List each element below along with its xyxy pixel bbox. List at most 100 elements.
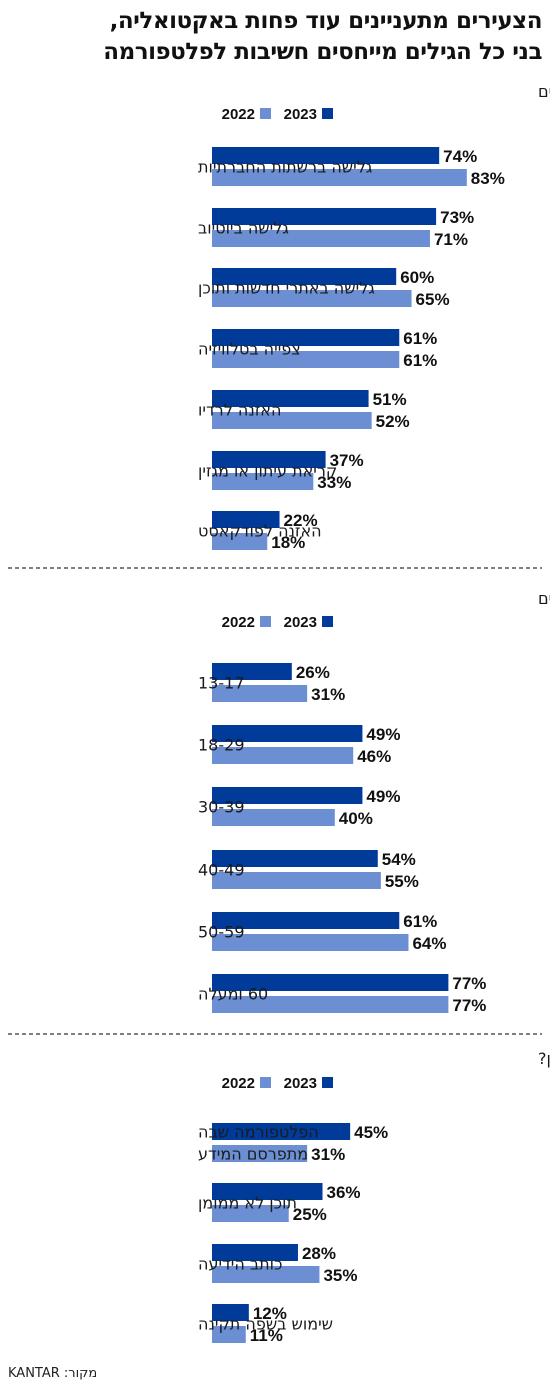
bar-2023	[212, 329, 400, 346]
category-label: כותב הידיעה	[198, 1255, 282, 1274]
data-label-2022: 31%	[311, 1145, 345, 1164]
data-label-2022: 11%	[250, 1326, 283, 1345]
data-label-2023: 77%	[452, 974, 486, 993]
chart-3-subtitle: מה הופך תוכן לאמין?	[538, 1049, 550, 1068]
category-label: הפלטפורמה שבה	[198, 1123, 319, 1142]
data-label-2023: 54%	[382, 850, 416, 869]
bar-2022	[212, 747, 354, 764]
data-label-2023: 73%	[440, 208, 474, 227]
bar-2022	[212, 1266, 320, 1283]
data-label-2022: 33%	[317, 473, 351, 492]
bar-2022	[212, 412, 372, 429]
data-label-2023: 51%	[373, 390, 407, 409]
legend-label-2022: 2022	[222, 1075, 255, 1092]
category-label: האזנה לפודקאסט	[198, 522, 322, 541]
data-label-2023: 26%	[296, 663, 330, 682]
data-label-2022: 71%	[434, 230, 468, 249]
data-label-2023: 37%	[330, 451, 364, 470]
bar-2023	[212, 663, 292, 680]
bar-2022	[212, 872, 381, 889]
legend-swatch-2022	[260, 108, 271, 119]
category-label: 13-17	[198, 674, 245, 693]
data-label-2023: 22%	[284, 511, 318, 530]
bar-2023	[212, 725, 363, 742]
category-label: 50-59	[198, 923, 245, 942]
bar-2022	[212, 809, 335, 826]
data-label-2022: 52%	[376, 412, 410, 431]
category-label: גלישה באתרי חדשות ותוכן	[198, 279, 375, 298]
data-label-2023: 60%	[400, 268, 434, 287]
legend-swatch-2022	[260, 1077, 271, 1088]
data-label-2023: 61%	[403, 329, 437, 348]
bar-2023	[212, 1183, 323, 1200]
data-label-2022: 64%	[412, 934, 446, 953]
bar-2023	[212, 1244, 298, 1261]
bar-2023	[212, 511, 280, 528]
title-line-2: בני כל הגילים מייחסים חשיבות לפלטפורמה	[103, 39, 542, 65]
bar-2023	[212, 912, 400, 929]
data-label-2023: 36%	[327, 1183, 361, 1202]
data-label-2022: 46%	[357, 747, 391, 766]
bar-2022	[212, 169, 467, 186]
bar-2023	[212, 1304, 249, 1321]
category-label: האזנה לרדיו	[198, 401, 281, 420]
data-label-2022: 31%	[311, 685, 345, 704]
legend-label-2023: 2023	[284, 1075, 317, 1092]
data-label-2022: 25%	[293, 1205, 327, 1224]
legend-label-2022: 2022	[222, 614, 255, 631]
legend-swatch-2023	[322, 616, 333, 627]
bar-2023	[212, 268, 397, 285]
data-label-2022: 55%	[385, 872, 419, 891]
category-label: קריאת עיתון או מגזין	[198, 462, 337, 481]
category-label: 30-39	[198, 798, 245, 817]
data-label-2022: 35%	[323, 1266, 357, 1285]
category-label: 18-29	[198, 736, 245, 755]
data-label-2023: 45%	[354, 1123, 388, 1142]
data-label-2023: 49%	[366, 725, 400, 744]
bar-2023	[212, 390, 369, 407]
bar-2022	[212, 1145, 308, 1162]
category-label: מתפרסם המידע	[198, 1145, 308, 1164]
chart-title: הצעירים מתעניינים עוד פחות באקטואליה, בנ…	[6, 6, 542, 68]
bar-2023	[212, 974, 449, 991]
category-label: גלישה ברשתות החברתיות	[198, 158, 373, 177]
legend-swatch-2022	[260, 616, 271, 627]
data-label-2023: 61%	[403, 912, 437, 931]
bar-2022	[212, 996, 449, 1013]
bar-2022	[212, 290, 412, 307]
category-label: 60 ומעלה	[198, 985, 268, 1004]
category-label: גלישה ביוטיוב	[198, 219, 289, 238]
category-label: תוכן לא ממומן	[198, 1194, 297, 1213]
bar-2022	[212, 230, 430, 247]
bar-2022	[212, 1326, 246, 1343]
category-label: שימוש בשפה תקינה	[198, 1315, 333, 1334]
data-label-2022: 18%	[271, 533, 305, 552]
bar-2022	[212, 685, 308, 702]
bar-2022	[212, 934, 409, 951]
chart-1-subtitle: הרגלי צריכת התקשורת של הישראלים, באחוזים	[538, 82, 550, 101]
data-label-2023: 49%	[366, 787, 400, 806]
data-label-2022: 61%	[403, 351, 437, 370]
category-label: 40-49	[198, 861, 245, 880]
bar-2023	[212, 451, 326, 468]
bar-2023	[212, 147, 440, 164]
bar-2022	[212, 1205, 289, 1222]
legend-label-2023: 2023	[284, 106, 317, 123]
data-label-2023: 12%	[253, 1304, 287, 1323]
chart-2-subtitle: שיעור המתעניינים בחדשות ואקטואליה בכל קב…	[538, 589, 550, 608]
legend-label-2022: 2022	[222, 106, 255, 123]
bar-2023	[212, 850, 378, 867]
legend-label-2023: 2023	[284, 614, 317, 631]
legend-swatch-2023	[322, 108, 333, 119]
bar-2023	[212, 208, 437, 225]
bar-2022	[212, 533, 268, 550]
data-label-2022: 83%	[471, 169, 505, 188]
legend-swatch-2023	[322, 1077, 333, 1088]
title-line-1: הצעירים מתעניינים עוד פחות באקטואליה,	[109, 8, 543, 34]
category-label: צפייה בטלוויזיה	[198, 340, 301, 359]
bar-2022	[212, 473, 314, 490]
data-label-2022: 77%	[452, 996, 486, 1015]
data-label-2022: 65%	[416, 290, 450, 309]
data-label-2022: 40%	[339, 809, 373, 828]
